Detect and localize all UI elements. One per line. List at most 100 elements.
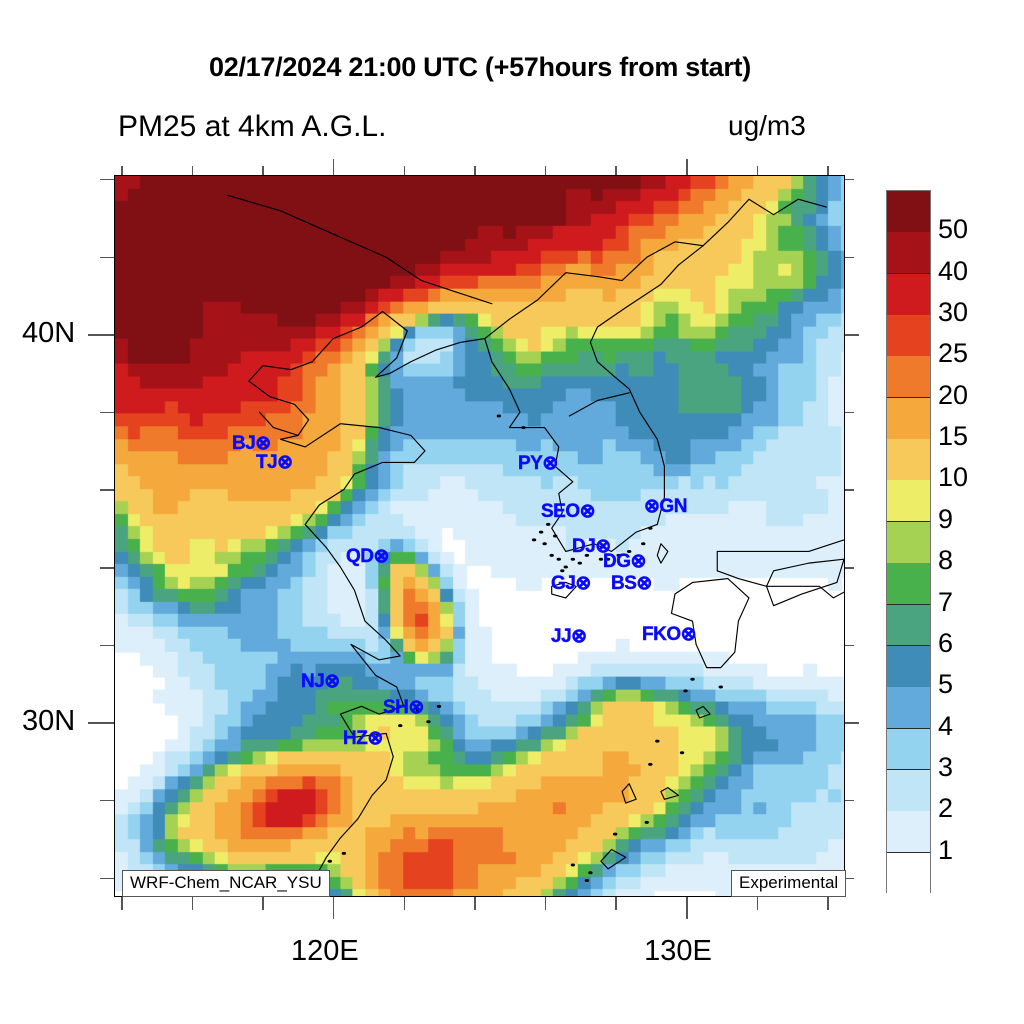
colorbar-band xyxy=(887,769,930,812)
ytick-right-28 xyxy=(845,799,854,802)
ytick-42 xyxy=(100,256,114,259)
xtick-top-124 xyxy=(474,166,476,175)
ytick-right-42 xyxy=(845,256,854,259)
coastline-segment-0 xyxy=(508,245,704,553)
island-speck-9 xyxy=(546,522,551,526)
colorbar-band xyxy=(887,728,930,771)
station-label-gn: ⊗GN xyxy=(644,496,688,517)
coastline-segment-13 xyxy=(656,543,669,564)
island-speck-12 xyxy=(560,569,565,573)
ytick-34 xyxy=(100,567,114,569)
coastline-segment-14 xyxy=(702,198,827,247)
ytick-right-26 xyxy=(845,877,854,880)
coastline-segment-11 xyxy=(660,787,680,800)
ytick-38 xyxy=(100,411,114,414)
yaxis-label-30N: 30N xyxy=(22,705,76,738)
island-speck-32 xyxy=(415,708,421,712)
island-speck-2 xyxy=(556,557,561,561)
ytick-26 xyxy=(100,877,114,880)
xtick-top-134 xyxy=(827,166,829,175)
colorbar-band xyxy=(887,852,930,895)
station-label-tj: TJ⊗ xyxy=(256,452,293,473)
station-label-seo: SEO⊗ xyxy=(541,501,596,522)
xtick-122 xyxy=(403,897,406,910)
xtick-126 xyxy=(544,897,547,910)
ytick-32 xyxy=(100,644,114,647)
island-speck-14 xyxy=(648,526,653,530)
colorbar-tick-25: 25 xyxy=(938,338,969,369)
coastline-segment-10 xyxy=(600,848,627,870)
island-speck-34 xyxy=(436,704,442,708)
ytick-right-36 xyxy=(845,489,854,491)
ytick-right-30 xyxy=(845,722,859,724)
colorbar-band xyxy=(887,439,930,481)
ytick-right-32 xyxy=(845,644,854,647)
station-label-fko: FKO⊗ xyxy=(642,624,697,645)
station-label-jj: JJ⊗ xyxy=(551,626,587,647)
station-label-bs: BS⊗ xyxy=(611,573,653,594)
colorbar-tick-10: 10 xyxy=(938,462,969,493)
subtitle: PM25 at 4km A.G.L. xyxy=(118,110,387,143)
coastline-overlay xyxy=(227,194,844,893)
island-speck-40 xyxy=(531,538,537,542)
station-label-bj: BJ⊗ xyxy=(232,433,272,454)
island-speck-37 xyxy=(341,851,347,855)
colorbar-band xyxy=(887,687,930,730)
colorbar-tick-50: 50 xyxy=(938,214,969,245)
ytick-right-38 xyxy=(845,411,854,414)
coastline-segment-16 xyxy=(568,392,630,417)
island-speck-20 xyxy=(588,871,593,875)
colorbar-tick-30: 30 xyxy=(938,297,969,328)
xtick-120 xyxy=(332,897,335,919)
colorbar-band xyxy=(887,480,930,523)
xaxis-label-130E: 130E xyxy=(644,935,712,967)
map-panel[interactable] xyxy=(114,175,845,897)
xtick-top-120 xyxy=(332,159,335,175)
island-speck-4 xyxy=(570,557,576,561)
colorbar-band xyxy=(887,811,930,854)
station-label-dg: DG⊗ xyxy=(603,551,647,572)
station-label-sh: SH⊗ xyxy=(383,697,425,718)
island-speck-10 xyxy=(616,553,621,557)
xtick-top-116 xyxy=(191,166,194,175)
ytick-28 xyxy=(100,799,114,802)
ytick-36 xyxy=(100,489,114,491)
island-speck-33 xyxy=(426,720,431,724)
page-title: 02/17/2024 21:00 UTC (+57hours from star… xyxy=(209,52,751,82)
xtick-114 xyxy=(121,897,123,910)
model-annotation: WRF-Chem_NCAR_YSU xyxy=(122,870,330,897)
island-speck-16 xyxy=(496,414,502,418)
xtick-top-130 xyxy=(686,159,688,175)
island-speck-18 xyxy=(648,762,653,766)
coastline-segment-3 xyxy=(716,570,844,599)
station-label-nj: NJ⊗ xyxy=(301,671,341,692)
colorbar[interactable] xyxy=(886,190,931,895)
station-label-dj: DJ⊗ xyxy=(572,536,612,557)
ytick-40 xyxy=(88,334,114,336)
xtick-118 xyxy=(262,897,264,910)
xtick-top-114 xyxy=(121,166,123,175)
colorbar-tick-4: 4 xyxy=(938,710,954,741)
coastline-segment-7 xyxy=(551,581,577,599)
ytick-right-40 xyxy=(845,334,859,336)
ytick-right-44 xyxy=(845,178,854,181)
colorbar-tick-40: 40 xyxy=(938,255,969,286)
island-speck-8 xyxy=(538,530,544,534)
colorbar-band xyxy=(887,273,930,316)
pm25-heatmap-canvas xyxy=(115,176,844,896)
xtick-128 xyxy=(615,897,617,910)
xtick-top-122 xyxy=(403,166,406,175)
island-speck-35 xyxy=(398,724,403,728)
island-speck-0 xyxy=(542,542,547,546)
colorbar-tick-6: 6 xyxy=(938,627,954,658)
island-speck-15 xyxy=(641,542,646,546)
island-speck-7 xyxy=(598,557,604,561)
station-label-py: PY⊗ xyxy=(518,453,559,474)
colorbar-band xyxy=(887,191,930,233)
station-label-qd: QD⊗ xyxy=(346,546,390,567)
coastline-segment-6 xyxy=(765,558,844,607)
colorbar-band xyxy=(887,397,930,440)
xtick-top-118 xyxy=(262,166,264,175)
units-label: ug/m3 xyxy=(728,110,806,141)
